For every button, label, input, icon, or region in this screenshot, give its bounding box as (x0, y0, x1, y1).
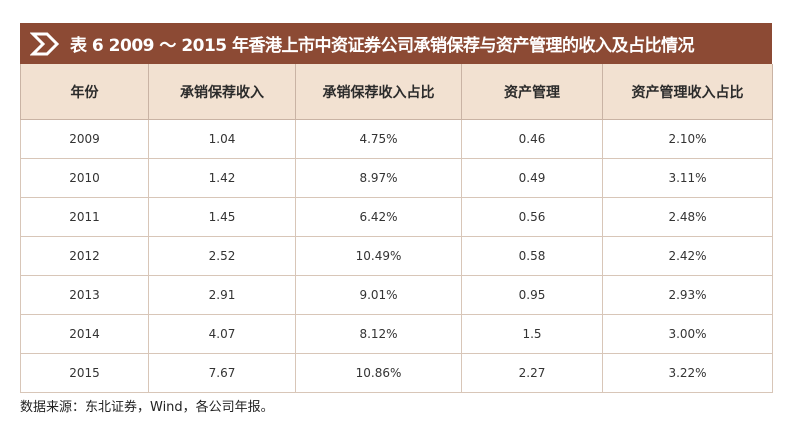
data-table: 年份 承销保荐收入 承销保荐收入占比 资产管理 资产管理收入占比 2009 1.… (20, 64, 773, 393)
table-title-bar: 表 6 2009 ～ 2015 年香港上市中资证券公司承销保荐与资产管理的收入及… (20, 23, 772, 64)
cell-asset-management: 2.27 (461, 353, 603, 393)
cell-underwriting-share: 10.49% (295, 236, 462, 276)
cell-underwriting-revenue: 2.91 (148, 275, 296, 315)
data-source-note: 数据来源：东北证券，Wind，各公司年报。 (20, 400, 274, 415)
cell-asset-management-share: 2.93% (602, 275, 773, 315)
cell-asset-management-share: 3.11% (602, 158, 773, 198)
cell-underwriting-revenue: 7.67 (148, 353, 296, 393)
cell-asset-management: 1.5 (461, 314, 603, 354)
cell-asset-management: 0.58 (461, 236, 603, 276)
header-asset-management-share: 资产管理收入占比 (602, 64, 773, 120)
header-asset-management: 资产管理 (461, 64, 603, 120)
cell-year: 2009 (20, 119, 149, 159)
cell-underwriting-share: 8.12% (295, 314, 462, 354)
cell-underwriting-share: 4.75% (295, 119, 462, 159)
cell-asset-management-share: 2.10% (602, 119, 773, 159)
cell-underwriting-share: 9.01% (295, 275, 462, 315)
cell-underwriting-revenue: 2.52 (148, 236, 296, 276)
table-header-row: 年份 承销保荐收入 承销保荐收入占比 资产管理 资产管理收入占比 (20, 64, 773, 120)
cell-year: 2010 (20, 158, 149, 198)
cell-underwriting-revenue: 1.42 (148, 158, 296, 198)
cell-underwriting-share: 8.97% (295, 158, 462, 198)
table-row: 2009 1.04 4.75% 0.46 2.10% (20, 119, 773, 159)
cell-underwriting-revenue: 4.07 (148, 314, 296, 354)
table-row: 2010 1.42 8.97% 0.49 3.11% (20, 158, 773, 198)
arrow-right-icon (20, 23, 70, 64)
cell-asset-management-share: 2.42% (602, 236, 773, 276)
cell-asset-management: 0.56 (461, 197, 603, 237)
cell-year: 2012 (20, 236, 149, 276)
cell-underwriting-share: 6.42% (295, 197, 462, 237)
cell-asset-management: 0.46 (461, 119, 603, 159)
cell-underwriting-revenue: 1.45 (148, 197, 296, 237)
cell-asset-management-share: 3.22% (602, 353, 773, 393)
cell-asset-management: 0.49 (461, 158, 603, 198)
cell-asset-management-share: 2.48% (602, 197, 773, 237)
table-title: 表 6 2009 ～ 2015 年香港上市中资证券公司承销保荐与资产管理的收入及… (70, 36, 695, 56)
cell-underwriting-share: 10.86% (295, 353, 462, 393)
header-year: 年份 (20, 64, 149, 120)
table-row: 2012 2.52 10.49% 0.58 2.42% (20, 236, 773, 276)
cell-underwriting-revenue: 1.04 (148, 119, 296, 159)
table-row: 2015 7.67 10.86% 2.27 3.22% (20, 353, 773, 393)
cell-asset-management-share: 3.00% (602, 314, 773, 354)
table-row: 2013 2.91 9.01% 0.95 2.93% (20, 275, 773, 315)
table-row: 2011 1.45 6.42% 0.56 2.48% (20, 197, 773, 237)
header-underwriting-share: 承销保荐收入占比 (295, 64, 462, 120)
cell-year: 2014 (20, 314, 149, 354)
cell-year: 2011 (20, 197, 149, 237)
cell-asset-management: 0.95 (461, 275, 603, 315)
header-underwriting-revenue: 承销保荐收入 (148, 64, 296, 120)
cell-year: 2013 (20, 275, 149, 315)
cell-year: 2015 (20, 353, 149, 393)
table-row: 2014 4.07 8.12% 1.5 3.00% (20, 314, 773, 354)
